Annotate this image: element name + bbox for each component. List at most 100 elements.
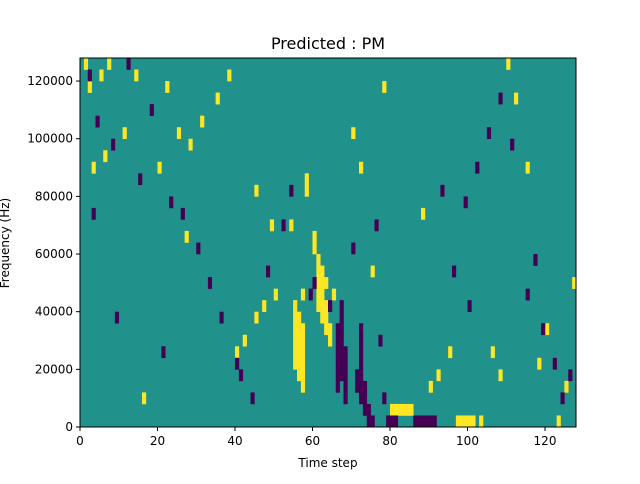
heatmap-cell-negative (238, 369, 244, 382)
heatmap-cell-negative (339, 346, 344, 359)
y-tick-label: 60000 (35, 247, 73, 261)
heatmap-cell-negative (498, 92, 503, 105)
heatmap-cell-positive (157, 161, 162, 174)
heatmap-cell-negative (560, 392, 565, 405)
heatmap-cell-negative (138, 173, 143, 186)
heatmap-cell-negative (525, 288, 530, 301)
heatmap-cell-negative (339, 334, 344, 347)
heatmap-cell-negative (370, 415, 375, 428)
heatmap-cell-positive (235, 346, 240, 359)
x-tick-label: 20 (150, 434, 165, 448)
heatmap-cell-negative (475, 161, 480, 174)
heatmap-cell-positive (297, 346, 302, 359)
heatmap-cell-positive (254, 184, 259, 197)
heatmap-cells (80, 58, 577, 428)
heatmap-cell-negative (393, 415, 399, 428)
heatmap-cell-negative (335, 357, 340, 370)
heatmap-cell-negative (180, 207, 185, 220)
heatmap-cell-positive (134, 69, 139, 82)
heatmap-cell-positive (122, 127, 127, 140)
y-axis-label: Frequency (Hz) (0, 198, 12, 289)
heatmap-cell-negative (359, 334, 364, 347)
heatmap-cell-negative (250, 392, 255, 405)
heatmap-cell-positive (320, 300, 325, 312)
heatmap-cell-positive (459, 415, 464, 428)
heatmap-cell-negative (169, 196, 174, 209)
heatmap-cell-negative (355, 369, 360, 382)
heatmap-cell-positive (409, 403, 414, 416)
heatmap-cell-positive (514, 92, 519, 105)
x-tick-label: 40 (227, 434, 242, 448)
heatmap-cell-positive (467, 415, 472, 428)
heatmap-cell-positive (448, 346, 453, 359)
heatmap-cell-positive (103, 150, 108, 163)
heatmap-cell-positive (297, 357, 302, 370)
heatmap-cell-negative (266, 265, 271, 278)
heatmap-cell-negative (390, 415, 395, 428)
heatmap-cell-positive (572, 277, 577, 289)
heatmap-cell-positive (107, 58, 112, 70)
heatmap-cell-negative (552, 357, 557, 370)
y-axis-ticks: 0 20000 40000 60000 80000 100000 120000 (27, 74, 80, 434)
heatmap-cell-positive (316, 277, 321, 289)
heatmap-cell-positive (564, 380, 569, 393)
heatmap-cell-negative (568, 369, 573, 382)
heatmap-cell-positive (254, 311, 259, 324)
heatmap-cell-negative (359, 357, 364, 370)
heatmap-cell-positive (405, 403, 410, 416)
heatmap-cell-positive (297, 369, 302, 382)
y-tick-label: 100000 (27, 132, 73, 146)
heatmap-cell-negative (235, 357, 240, 370)
heatmap-cell-positive (312, 242, 317, 255)
heatmap-cell-negative (335, 323, 340, 336)
y-tick-label: 120000 (27, 74, 73, 88)
heatmap-cell-negative (87, 69, 92, 82)
heatmap-cell-negative (149, 104, 154, 116)
heatmap-cell-positive (297, 311, 302, 324)
heatmap-cell-positive (320, 311, 325, 324)
heatmap-cell-negative (541, 323, 546, 336)
heatmap-cell-negative (219, 311, 224, 324)
heatmap-cell-positive (316, 300, 321, 312)
heatmap-cell-positive (293, 357, 298, 370)
heatmap-cell-positive (331, 288, 337, 301)
heatmap-cell-negative (196, 242, 201, 255)
heatmap-cell-positive (455, 415, 461, 428)
heatmap-cell-positive (490, 346, 495, 359)
heatmap-cell-positive (328, 334, 333, 347)
heatmap-cell-positive (390, 403, 395, 416)
x-tick-label: 120 (534, 434, 557, 448)
heatmap-cell-positive (293, 334, 298, 347)
heatmap-cell-negative (355, 380, 360, 393)
heatmap-cell-negative (343, 392, 348, 405)
heatmap-cell-positive (142, 392, 147, 405)
heatmap-cell-negative (374, 219, 379, 232)
heatmap-cell-negative (95, 115, 100, 128)
heatmap-cell-negative (378, 334, 383, 347)
heatmap-cell-negative (359, 369, 364, 382)
heatmap-cell-positive (556, 415, 561, 428)
heatmap-cell-positive (479, 415, 484, 428)
heatmap-cell-negative (339, 300, 344, 312)
heatmap-cell-negative (328, 300, 333, 312)
heatmap-cell-negative (452, 265, 457, 278)
heatmap-cell-negative (335, 369, 340, 382)
heatmap-cell-positive (165, 81, 170, 93)
heatmap-cell-positive (200, 115, 205, 128)
y-tick-label: 80000 (35, 189, 73, 203)
heatmap-cell-positive (300, 288, 306, 301)
heatmap-cell-positive (401, 403, 406, 416)
heatmap-cell-negative (362, 403, 368, 416)
heatmap-cell-positive (297, 323, 302, 336)
heatmap-cell-negative (424, 415, 430, 428)
heatmap-cell-positive (463, 415, 468, 428)
heatmap-cell-positive (91, 161, 96, 174)
heatmap-cell-negative (343, 369, 348, 382)
heatmap-cell-negative (161, 346, 166, 359)
heatmap-cell-negative (339, 357, 344, 370)
heatmap-cell-negative (510, 138, 515, 151)
heatmap-cell-positive (320, 288, 325, 301)
x-tick-label: 60 (305, 434, 320, 448)
heatmap-cell-positive (320, 265, 325, 278)
